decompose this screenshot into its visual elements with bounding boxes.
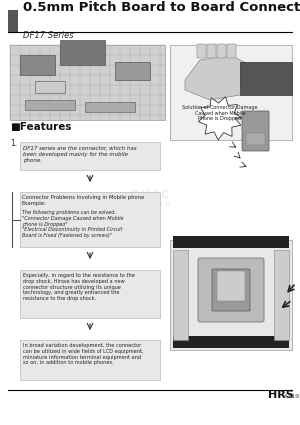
FancyBboxPatch shape bbox=[212, 269, 250, 311]
Text: The following problems can be solved.
"Connector Damage Caused when Mobile
phone: The following problems can be solved. "C… bbox=[22, 210, 124, 238]
FancyBboxPatch shape bbox=[197, 44, 206, 58]
Bar bbox=[246, 133, 265, 145]
Bar bbox=[8, 10, 18, 32]
Bar bbox=[20, 192, 160, 247]
Text: ■Features: ■Features bbox=[10, 122, 71, 132]
Text: A319: A319 bbox=[284, 394, 300, 399]
Text: С Н З С: С Н З С bbox=[132, 190, 168, 200]
Bar bbox=[20, 270, 160, 318]
FancyBboxPatch shape bbox=[242, 111, 269, 151]
Bar bbox=[173, 250, 188, 340]
Text: DF17 series are the connector, which has
been developed mainly for the mobile
ph: DF17 series are the connector, which has… bbox=[23, 146, 136, 163]
Text: HRS: HRS bbox=[268, 390, 294, 400]
Text: Solution of Connector Damage
Caused when Mobile
Phone is Dropped: Solution of Connector Damage Caused when… bbox=[182, 105, 258, 121]
Bar bbox=[170, 240, 292, 350]
Bar bbox=[170, 45, 292, 140]
FancyBboxPatch shape bbox=[227, 44, 236, 58]
Text: DF17 Series: DF17 Series bbox=[23, 31, 74, 40]
Bar bbox=[35, 81, 65, 93]
Text: М Е Т А Л Л: М Е Т А Л Л bbox=[129, 202, 171, 208]
Bar bbox=[10, 45, 165, 120]
Text: In broad variation development, the connector
can be utilized in wide fields of : In broad variation development, the conn… bbox=[23, 343, 144, 366]
Bar bbox=[20, 142, 160, 170]
Bar bbox=[173, 336, 289, 348]
Bar bbox=[173, 236, 289, 248]
Bar bbox=[60, 40, 105, 65]
Bar bbox=[85, 102, 135, 112]
Text: 1.: 1. bbox=[10, 139, 17, 148]
Polygon shape bbox=[198, 96, 242, 140]
Bar bbox=[25, 100, 75, 110]
Bar bbox=[274, 250, 289, 340]
Polygon shape bbox=[185, 55, 260, 100]
FancyBboxPatch shape bbox=[207, 44, 216, 58]
Text: 0.5mm Pitch Board to Board Connector: 0.5mm Pitch Board to Board Connector bbox=[23, 1, 300, 14]
Polygon shape bbox=[240, 62, 292, 95]
Text: Especially, in regard to the resistance to the
drop shock, Hirose has developed : Especially, in regard to the resistance … bbox=[23, 273, 135, 301]
FancyBboxPatch shape bbox=[198, 258, 264, 322]
FancyBboxPatch shape bbox=[217, 271, 245, 301]
FancyBboxPatch shape bbox=[217, 44, 226, 58]
Bar bbox=[20, 340, 160, 380]
Bar bbox=[115, 62, 150, 80]
Text: Connector Problems Involving in Mobile phone
Example:: Connector Problems Involving in Mobile p… bbox=[22, 195, 144, 206]
Bar bbox=[20, 55, 55, 75]
